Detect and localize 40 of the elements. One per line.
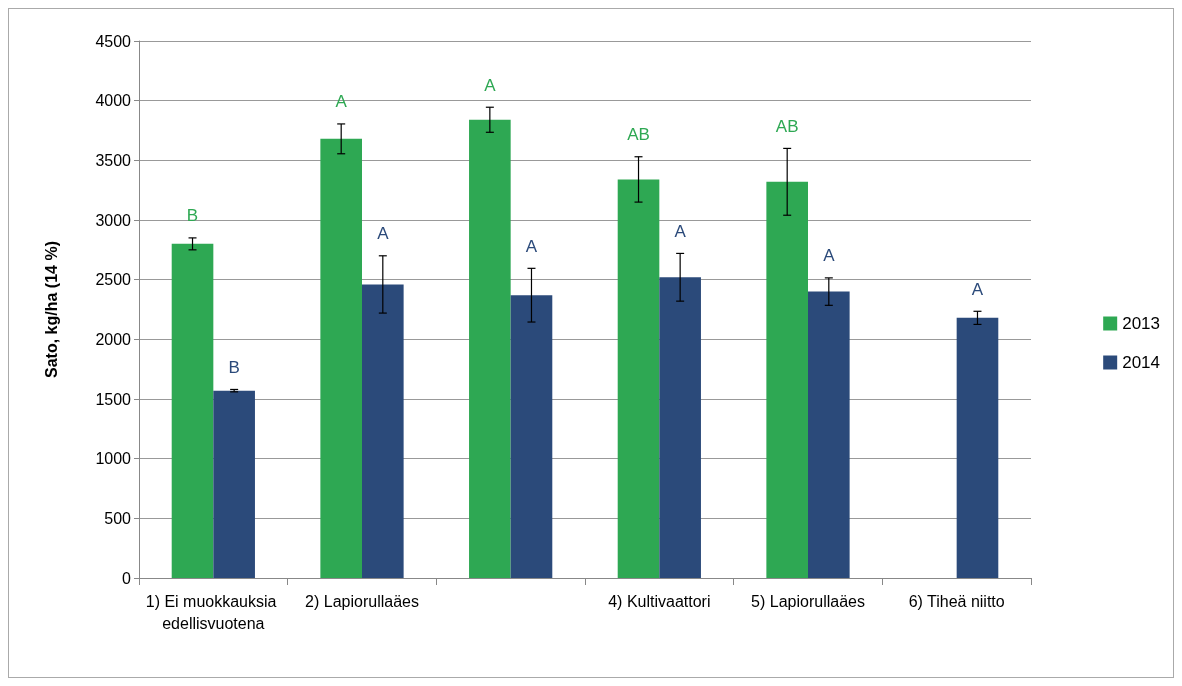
annotation: B bbox=[228, 357, 240, 377]
y-tick-label: 1000 bbox=[95, 450, 132, 468]
bar bbox=[320, 138, 362, 578]
annotation: A bbox=[525, 236, 538, 256]
bar bbox=[808, 291, 850, 578]
annotation: A bbox=[674, 221, 687, 241]
y-tick-label: 2000 bbox=[95, 330, 132, 348]
bar bbox=[617, 179, 660, 578]
bar bbox=[659, 277, 701, 578]
annotation: AB bbox=[775, 116, 799, 136]
annotation: A bbox=[484, 75, 497, 95]
bar bbox=[362, 284, 404, 578]
annotation: A bbox=[377, 224, 390, 244]
x-tick-label: 4) Kultivaattori bbox=[608, 592, 711, 610]
y-tick-label: 500 bbox=[104, 509, 132, 527]
legend-label: 2014 bbox=[1122, 353, 1161, 372]
y-tick-label: 2500 bbox=[95, 271, 132, 289]
bar bbox=[469, 119, 511, 578]
bar bbox=[766, 181, 808, 578]
annotation: A bbox=[823, 246, 836, 266]
y-tick-label: 1500 bbox=[95, 390, 132, 408]
y-tick-label: 3000 bbox=[95, 211, 132, 229]
y-tick-label: 4000 bbox=[95, 92, 132, 110]
y-tick-label: 3500 bbox=[95, 151, 132, 169]
bar bbox=[510, 295, 553, 578]
x-tick-label: 6) Tiheä niitto bbox=[908, 592, 1005, 610]
bar bbox=[171, 243, 214, 578]
x-tick-label: 2) Lapiorullaäes bbox=[305, 592, 419, 610]
y-axis-title: Sato, kg/ha (14 %) bbox=[42, 241, 60, 378]
annotation: A bbox=[335, 92, 348, 112]
legend-label: 2013 bbox=[1122, 314, 1161, 333]
x-tick-label: 5) Lapiorullaäes bbox=[751, 592, 865, 610]
y-tick-label: 4500 bbox=[95, 32, 132, 50]
bar bbox=[956, 317, 999, 578]
annotation: B bbox=[186, 206, 199, 226]
x-tick-label: 1) Ei muokkauksia edellisvuotena bbox=[145, 592, 281, 632]
annotation: AB bbox=[627, 125, 650, 145]
annotation: A bbox=[971, 279, 984, 299]
y-tick-label: 0 bbox=[122, 569, 132, 587]
bar bbox=[213, 390, 255, 578]
